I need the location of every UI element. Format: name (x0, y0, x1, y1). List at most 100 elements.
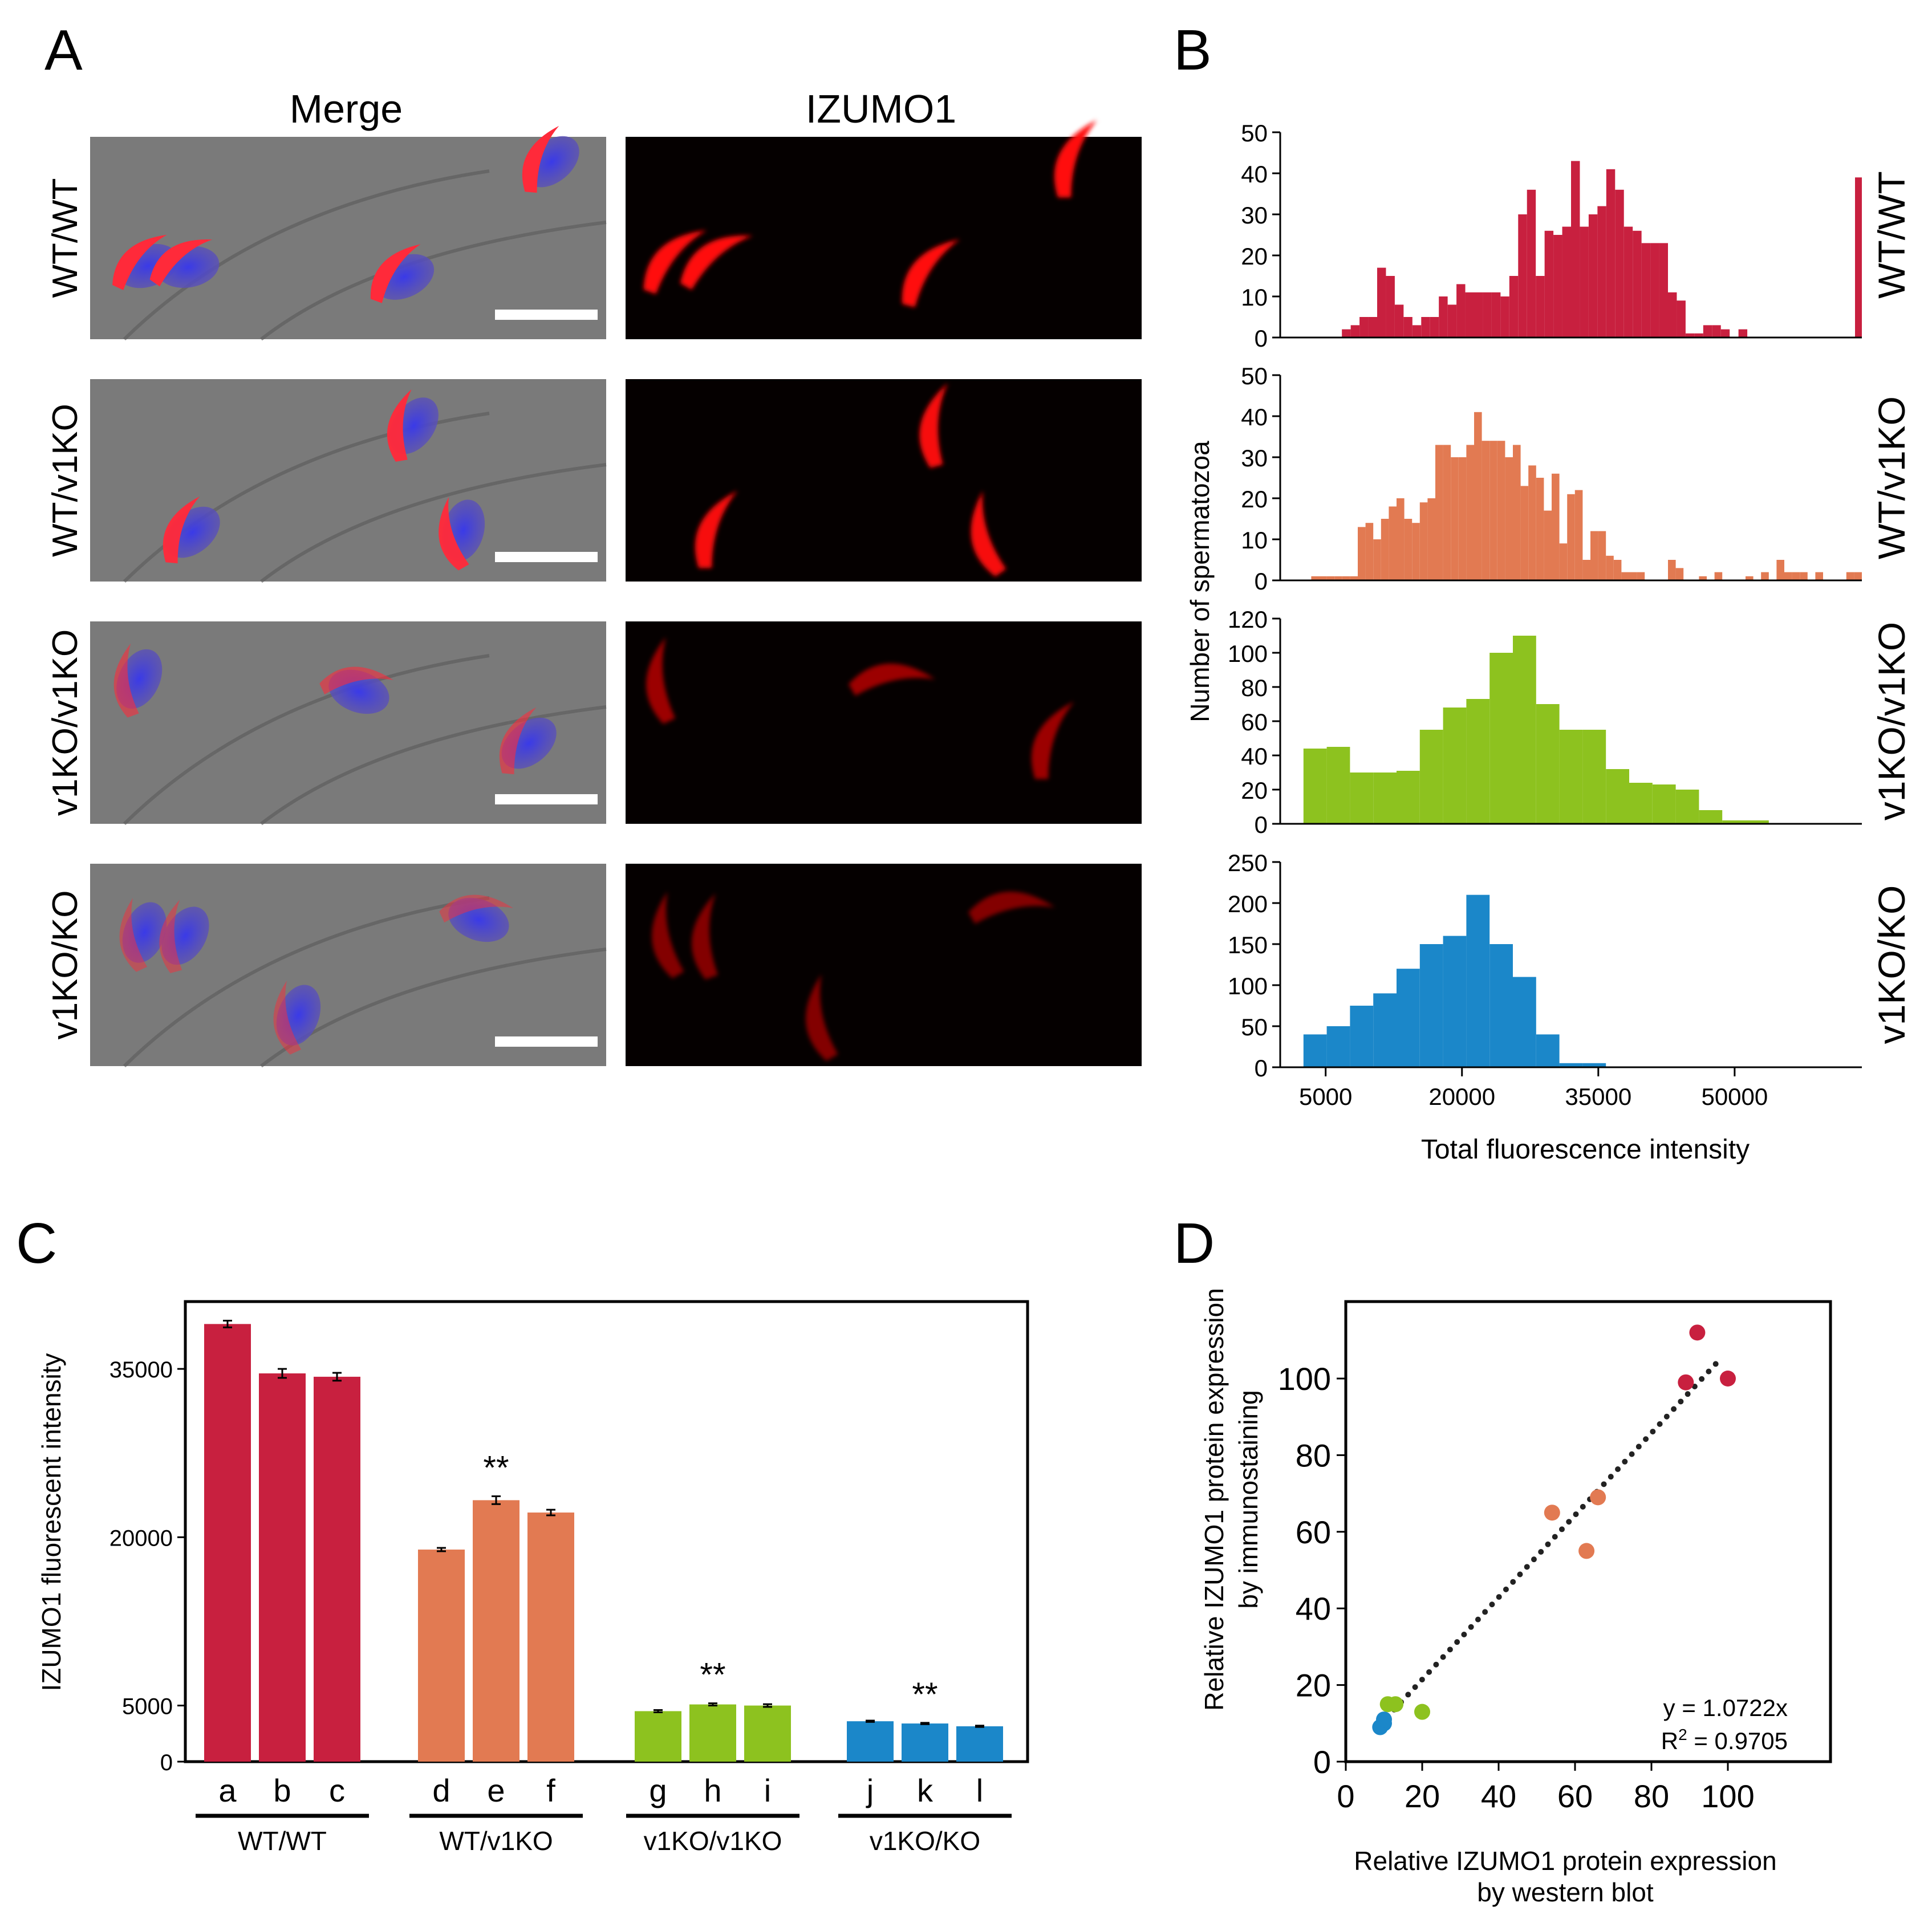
histogram-bar (1677, 300, 1686, 338)
acrosome-crescent (119, 897, 148, 972)
category-label: b (273, 1772, 291, 1808)
histogram-bar (1784, 572, 1792, 580)
category-label: h (704, 1772, 721, 1808)
histogram-bar (1580, 226, 1589, 338)
izumo1-signal (691, 893, 718, 980)
histogram-bar (1419, 944, 1443, 1067)
izumo1-signal (643, 230, 707, 294)
y-tick-label: 35000 (109, 1357, 173, 1383)
izumo1-crescent (643, 230, 707, 294)
histogram-bar (1582, 1063, 1606, 1067)
acrosome-crescent (522, 125, 559, 193)
y-tick-label: 60 (1296, 1514, 1331, 1550)
y-tick-label: 10 (1241, 527, 1268, 554)
histogram-bar (1553, 235, 1562, 338)
y-tick-label: 100 (1278, 1361, 1331, 1397)
histogram-bar (1451, 457, 1459, 580)
histogram-bar (1427, 498, 1435, 580)
histogram-bar (1559, 730, 1583, 824)
x-tick-label: 5000 (1299, 1083, 1352, 1110)
histogram-bar (1419, 502, 1428, 580)
scatter-panel: Relative IZUMO1 protein expression by im… (1199, 1288, 1832, 1907)
histogram-genotype-label: WT/v1KO (1870, 396, 1913, 559)
nucleus (122, 902, 167, 963)
histogram-bar (1505, 457, 1513, 580)
y-tick-label: 100 (1228, 640, 1268, 667)
y-tick-label: 20 (1241, 486, 1268, 513)
bar (847, 1721, 894, 1762)
scatter-point (1544, 1505, 1560, 1521)
histogram-bar (1722, 820, 1746, 824)
histogram-bar (1615, 189, 1624, 338)
histogram-bar (1544, 230, 1554, 338)
category-label: a (218, 1772, 237, 1808)
merge-image (90, 137, 606, 339)
histogram-bar (1527, 189, 1536, 338)
histogram-bar (1303, 1034, 1327, 1067)
category-label: k (917, 1772, 933, 1808)
histogram-bar (1358, 527, 1366, 580)
histogram-bar (1489, 944, 1513, 1067)
histogram-bar (1559, 543, 1568, 580)
acrosome-crescent (387, 389, 412, 462)
histogram-bar (1582, 730, 1606, 824)
histogram-bar (1559, 1063, 1583, 1067)
izumo1-crescent (1054, 120, 1097, 198)
histogram: 0 10 20 30 40 50 WT/WT (1241, 120, 1913, 352)
histogram-bar (1500, 296, 1509, 338)
histogram-bar (1326, 576, 1335, 580)
sperm-head (387, 389, 439, 462)
histogram-bar (1694, 333, 1703, 338)
histogram-bar (1567, 494, 1575, 580)
regression-equation: y = 1.0722x (1663, 1694, 1788, 1721)
histogram-bar (1303, 749, 1327, 824)
histogram-bar (1528, 465, 1536, 580)
histogram-bar (1792, 572, 1800, 580)
scatter-y-axis-label-line1: Relative IZUMO1 protein expression (1199, 1288, 1229, 1710)
histogram-genotype-label: v1KO/KO (1870, 885, 1913, 1044)
y-tick-label: 80 (1296, 1437, 1331, 1473)
bar (744, 1705, 791, 1762)
histogram-bar (1419, 730, 1443, 824)
acrosome-crescent (149, 239, 213, 287)
sperm-head (273, 980, 321, 1055)
histogram-bar (1350, 325, 1360, 338)
x-tick-label: 40 (1481, 1778, 1516, 1814)
histogram-bar (1699, 576, 1707, 580)
histogram-bar (1685, 333, 1695, 338)
row-label: WT/WT (46, 178, 85, 298)
scatter-point (1689, 1324, 1706, 1341)
category-label: c (329, 1772, 345, 1808)
histogram-bar (1458, 457, 1467, 580)
izumo1-signal (695, 490, 738, 568)
histogram-bar (1536, 1034, 1560, 1067)
izumo1-image (626, 621, 1142, 824)
y-tick-label: 50 (1241, 1014, 1268, 1040)
histogram: 0 20 40 60 80 100 120 v1KO/v1KO (1228, 606, 1913, 838)
acrosome-crescent (439, 895, 514, 923)
y-tick-label: 0 (160, 1750, 173, 1775)
group-label: v1KO/KO (870, 1826, 980, 1856)
izumo1-crescent (1031, 701, 1074, 779)
sperm-head (439, 497, 485, 571)
histogram-bar (1590, 531, 1598, 580)
row-label: v1KO/v1KO (46, 629, 85, 816)
acrosome-crescent (112, 234, 167, 290)
group-label: WT/WT (238, 1826, 327, 1856)
sperm-head (163, 496, 220, 564)
x-tick-label: 20000 (1428, 1083, 1495, 1110)
scatter-point (1720, 1371, 1736, 1387)
micro-row: WT/v1KO (46, 379, 1142, 583)
bar (902, 1723, 948, 1762)
nucleus (276, 985, 321, 1046)
scatter-point (1590, 1489, 1606, 1506)
y-tick-label: 50 (1241, 363, 1268, 389)
y-tick-label: 150 (1228, 932, 1268, 958)
histogram-bar (1641, 243, 1651, 338)
bar (689, 1704, 736, 1762)
histogram-panel: 0 10 20 30 40 50 WT/WT 0 10 20 30 40 50 WT/v1KO 0 20 40 6… (1185, 120, 1913, 1165)
histogram-bar (1342, 576, 1350, 580)
bar (473, 1500, 519, 1762)
tail-line (260, 463, 607, 583)
y-tick-label: 40 (1241, 161, 1268, 188)
